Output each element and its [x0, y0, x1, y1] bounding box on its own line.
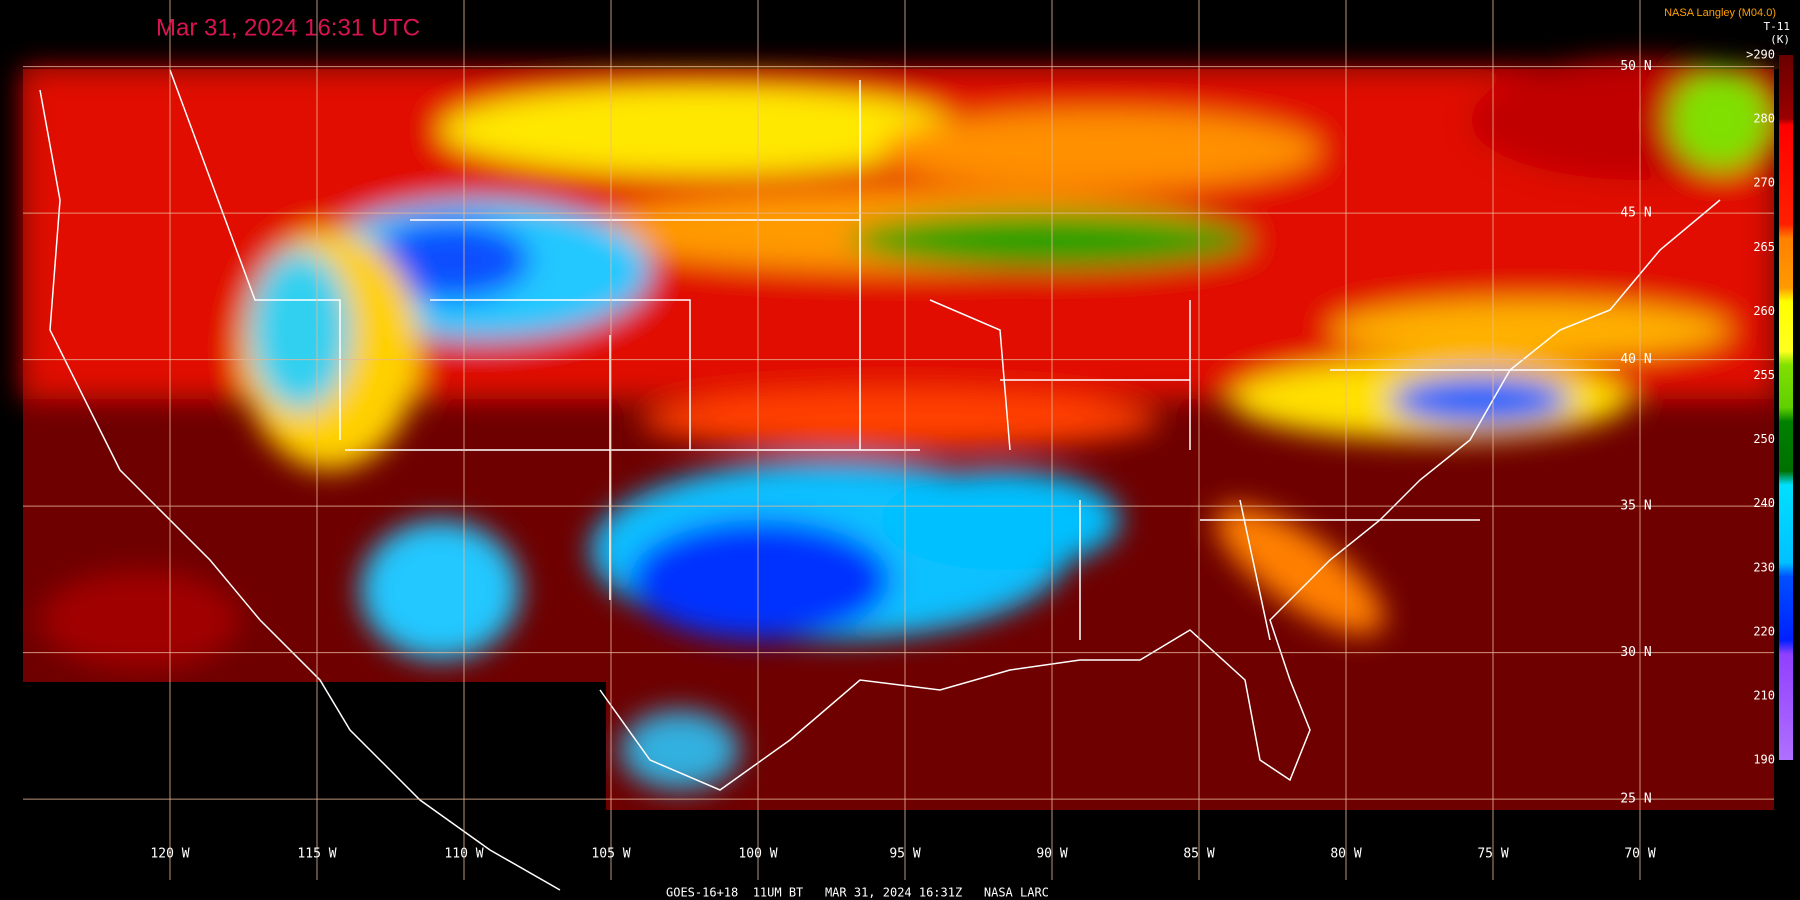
graticule: 50 N 45 N 40 N 35 N 30 N 25 N 120 W 115 W 110 W 1… [23, 0, 1774, 880]
longitude-label: 100 W [738, 847, 777, 862]
longitude-label: 75 W [1477, 847, 1508, 862]
longitude-label: 105 W [591, 847, 630, 862]
colorbar-tick-label: 220 [1753, 624, 1775, 638]
coastlines [39, 69, 1721, 891]
colorbar-tick-label: 230 [1753, 560, 1775, 574]
colorbar-tick-label: 260 [1753, 304, 1775, 318]
longitude-label: 80 W [1330, 847, 1361, 862]
colorbar-tick-label: 270 [1753, 176, 1775, 190]
colorbar-tick-label: 265 [1753, 240, 1775, 254]
longitude-label: 90 W [1036, 847, 1067, 862]
longitude-label: 110 W [444, 847, 483, 862]
longitude-label: 115 W [297, 847, 336, 862]
longitude-label: 120 W [150, 847, 189, 862]
colorbar-tick-label: 280 [1753, 112, 1775, 126]
colorbar-unit: (K) [1770, 33, 1790, 46]
colorbar-tick-label: >290 [1746, 48, 1775, 62]
colorbar-tick-label: 255 [1753, 368, 1775, 382]
timestamp-title: Mar 31, 2024 16:31 UTC [156, 14, 420, 41]
latitude-label: 50 N [1620, 59, 1651, 74]
latitude-label: 30 N [1620, 645, 1651, 660]
colorbar-title: T-11 [1764, 20, 1791, 33]
footer: GOES-16+18 11UM BT MAR 31, 2024 16:31Z N… [666, 886, 1049, 900]
latitude-label: 40 N [1620, 352, 1651, 367]
colorbar-tick-label: 250 [1753, 432, 1775, 446]
longitude-label: 95 W [889, 847, 920, 862]
latitude-label: 45 N [1620, 206, 1651, 221]
colorbar-tick-label: 190 [1753, 753, 1775, 767]
colorbar-ticks: >290 280 270 265 260 255 250 240 230 220 210 190 [1746, 48, 1775, 767]
longitude-label: 85 W [1183, 847, 1214, 862]
colorbar [1779, 55, 1793, 760]
latitude-label: 25 N [1620, 792, 1651, 807]
longitude-label: 70 W [1624, 847, 1655, 862]
latitude-label: 35 N [1620, 499, 1651, 514]
colorbar-tick-label: 240 [1753, 496, 1775, 510]
source-label: NASA Langley (M04.0) [1664, 7, 1776, 19]
colorbar-tick-label: 210 [1753, 689, 1775, 703]
imagery [23, 60, 1800, 824]
